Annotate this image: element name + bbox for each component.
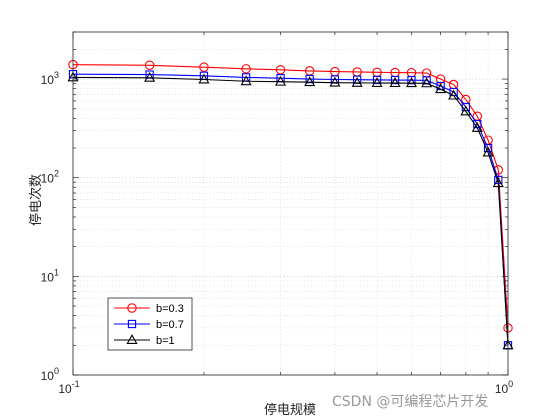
legend-entry-1-marker (127, 303, 137, 313)
legend-entry-3-label: b=1 (156, 335, 175, 347)
legend-entry-2-marker (127, 319, 137, 329)
axes-box (72, 31, 509, 376)
y-tick-label: 101 (41, 267, 59, 284)
series-3-point (144, 71, 156, 82)
series-3-point (351, 76, 363, 87)
legend-entry-3-marker (126, 334, 138, 344)
series-3-point (460, 105, 472, 116)
y-axis-label: 停电次数 (28, 174, 44, 226)
series-3-point (389, 77, 401, 88)
series-2-point (407, 76, 416, 85)
series-3-point (371, 77, 383, 87)
series-3-point (482, 146, 494, 157)
x-tick-label: 10-1 (58, 379, 79, 396)
legend-entry-2-label: b=0.7 (156, 319, 184, 331)
series-3-point (275, 75, 287, 86)
series-3-point (421, 77, 433, 88)
legend-entries: b=0.3 b=0.7 b=1 (114, 303, 184, 347)
legend: b=0.3 b=0.7 b=1 (107, 297, 193, 351)
series-3-point (304, 76, 316, 87)
y-tick-label: 102 (41, 169, 59, 186)
y-tick-label: 100 (41, 366, 59, 383)
series-1-point (144, 60, 155, 71)
series-2-point (422, 76, 431, 85)
series-3-point (492, 177, 504, 188)
series-3-point (435, 83, 447, 94)
x-tick-label: 100 (495, 379, 513, 396)
series-1-line (72, 64, 509, 328)
series-3-point (329, 76, 341, 87)
series-1-point (275, 65, 286, 75)
watermark-text: CSDN @可编程芯片开发 (332, 394, 488, 410)
series-3-point (240, 75, 252, 86)
y-tick-label: 103 (41, 70, 59, 87)
series-3-point (198, 73, 210, 84)
legend-entry-2: b=0.7 (114, 319, 184, 331)
series-1-point (199, 62, 209, 72)
series-3-point (471, 121, 483, 132)
legend-entry-1-label: b=0.3 (156, 303, 184, 315)
series-3-point (405, 77, 418, 88)
series-1-point (241, 64, 251, 74)
series-3-point (448, 89, 460, 100)
legend-entry-3: b=1 (114, 334, 175, 347)
x-axis-label: 停电规模 (264, 402, 316, 418)
legend-entry-1: b=0.3 (114, 303, 184, 315)
series-3-line (72, 76, 509, 346)
